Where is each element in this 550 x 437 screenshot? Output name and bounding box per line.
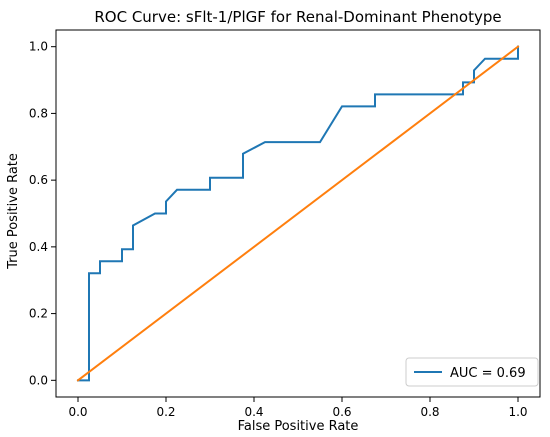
- x-tick-label: 0.0: [68, 405, 87, 419]
- y-tick-label: 0.0: [29, 373, 48, 387]
- y-axis-label: True Positive Rate: [6, 153, 21, 270]
- x-axis-label: False Positive Rate: [238, 419, 359, 434]
- axes-frame: [55, 29, 541, 398]
- x-tick-label: 0.6: [332, 405, 351, 419]
- y-tick-label: 0.8: [29, 106, 48, 120]
- x-tick-label: 0.8: [420, 405, 439, 419]
- roc-curve-line: [77, 45, 519, 382]
- x-tick-label: 0.4: [244, 405, 263, 419]
- plot-area: 0.0 0.2 0.4 0.6 0.8 1.0 0.0 0.2 0.4 0.6 0.8 1.0: [29, 29, 541, 419]
- x-tick-label: 0.2: [156, 405, 175, 419]
- y-tick-label: 0.4: [29, 240, 48, 254]
- legend-box: [405, 357, 539, 387]
- legend-label: AUC = 0.69: [450, 366, 526, 381]
- chart-title: ROC Curve: sFlt-1/PlGF for Renal-Dominan…: [94, 8, 501, 26]
- y-tick-label: 0.2: [29, 307, 48, 321]
- legend: AUC = 0.69: [405, 357, 539, 387]
- x-tick-label: 1.0: [508, 405, 527, 419]
- y-tick-label: 1.0: [29, 40, 48, 54]
- y-tick-label: 0.6: [29, 173, 48, 187]
- chance-diagonal-line: [76, 45, 520, 382]
